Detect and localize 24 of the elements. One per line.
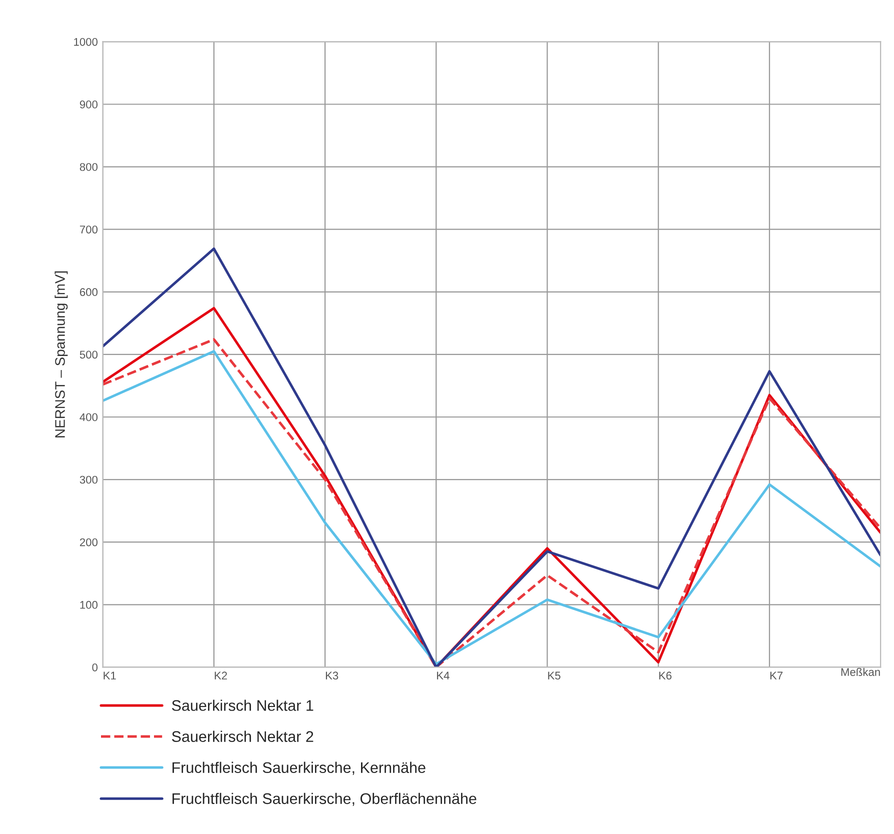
x-tick-label: K6 — [659, 672, 672, 680]
x-axis-title: Meßkan — [841, 668, 880, 676]
y-tick-label: 600 — [80, 288, 98, 296]
y-tick-label: 200 — [80, 538, 98, 546]
x-tick-label: K4 — [437, 672, 450, 680]
y-tick-label: 500 — [80, 350, 98, 359]
y-tick-label: 100 — [80, 600, 98, 609]
y-tick-label: 800 — [80, 163, 98, 171]
y-tick-label: 1000 — [74, 38, 98, 46]
legend-label: Sauerkirsch Nektar 2 — [172, 730, 314, 742]
legend-label: Fruchtfleisch Sauerkirsche, Kernnähe — [172, 762, 426, 775]
x-tick-label: K2 — [214, 672, 227, 680]
y-tick-label: 300 — [80, 476, 98, 484]
legend-label: Sauerkirsch Nektar 1 — [172, 700, 314, 711]
x-tick-label: K5 — [548, 672, 560, 680]
x-tick-label: K1 — [104, 672, 116, 680]
y-tick-label: 700 — [80, 226, 98, 234]
y-axis-title: NERNST – Spannung [mV] — [54, 271, 68, 438]
x-tick-label: K3 — [326, 672, 338, 680]
x-tick-label: K7 — [770, 672, 783, 680]
y-tick-label: 400 — [80, 413, 98, 422]
legend-label: Fruchtfleisch Sauerkirsche, Oberflächennähe — [172, 792, 476, 806]
y-tick-label: 900 — [80, 100, 98, 108]
y-tick-label: 0 — [92, 663, 98, 672]
